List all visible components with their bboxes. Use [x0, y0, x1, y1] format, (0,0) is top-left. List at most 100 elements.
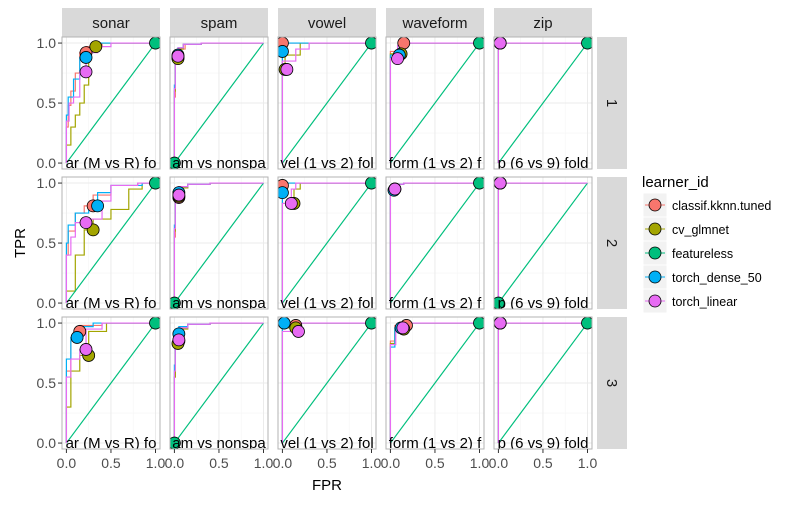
roc-curve-featureless: [281, 322, 372, 444]
panel-sonar-3: ar (M vs R) fo: [61, 316, 161, 452]
operating-point-torch_dense_50: [70, 331, 84, 344]
operating-point-torch_linear: [494, 317, 507, 330]
panel-content: form (1 vs 2) f: [389, 37, 484, 172]
operating-point-torch_linear: [396, 321, 410, 335]
panel-border: [493, 176, 593, 310]
panel-vowel-1: vel (1 vs 2) fol: [277, 36, 377, 172]
x-tick-label: 1.0: [362, 455, 382, 471]
operating-point-torch_linear: [391, 52, 404, 66]
operating-point-torch_linear: [280, 63, 294, 76]
roc-curve-featureless: [497, 42, 588, 164]
panel-text-label: ar (M vs R) fo: [66, 295, 157, 312]
roc-curve-torch_linear: [281, 182, 372, 304]
panel-waveform-1: form (1 vs 2) f: [385, 36, 485, 172]
panel-text-label: form (1 vs 2) f: [389, 295, 482, 312]
panel-waveform-3: form (1 vs 2) f: [385, 316, 485, 450]
y-tick-label: 0.5: [37, 235, 57, 251]
legend: learner_id classif.kknn.tuned cv_glmnetfea…: [642, 174, 771, 314]
x-tick-label: 0.0: [273, 455, 293, 471]
y-tick-label: 0.0: [37, 435, 57, 451]
panel-vowel-2: vel (1 vs 2) fol: [277, 176, 377, 312]
panel-text-label: vel (1 vs 2) fol: [280, 155, 373, 172]
panel-zip-3: p (6 vs 9) fold: [493, 316, 593, 452]
operating-point-featureless: [170, 296, 181, 309]
roc-curve-classif.kknn.tuned: [65, 42, 156, 164]
panel-border: [169, 36, 269, 170]
operating-point-classif.kknn.tuned: [397, 37, 411, 50]
panel-sonar-1: ar (M vs R) fo: [61, 36, 161, 172]
operating-point-torch_linear: [292, 325, 305, 338]
operating-point-torch_dense_50: [278, 317, 291, 330]
roc-curve-torch_linear: [173, 42, 264, 164]
x-tick-label: 0.5: [533, 455, 553, 471]
x-tick-label: 1.0: [254, 455, 274, 471]
panel-text-label: form (1 vs 2) f: [389, 155, 482, 172]
roc-curve-featureless: [65, 322, 156, 444]
operating-point-torch_linear: [388, 182, 402, 196]
panel-text-label: am vs nonspa: [172, 295, 266, 312]
legend-marker: [648, 198, 662, 212]
operating-point-torch_linear: [284, 197, 298, 210]
x-tick-label: 0.0: [57, 455, 77, 471]
x-tick-label: 0.0: [489, 455, 509, 471]
panel-content: ar (M vs R) fo: [65, 317, 160, 452]
panel-text-label: vel (1 vs 2) fol: [280, 295, 373, 312]
facet-label-zip: zip: [533, 15, 552, 32]
facet-label-vowel: vowel: [308, 15, 346, 32]
legend-label: featureless: [672, 247, 733, 261]
y-tick-label: 1.0: [37, 175, 57, 191]
panel-text-label: p (6 vs 9) fold: [498, 435, 589, 452]
panel-content: p (6 vs 9) fold: [494, 37, 592, 172]
operating-point-torch_linear: [494, 37, 507, 50]
legend-label: torch_linear: [672, 295, 737, 309]
x-tick-label: 0.0: [165, 455, 185, 471]
x-tick-label: 0.0: [381, 455, 401, 471]
panel-content: form (1 vs 2) f: [389, 317, 484, 449]
operating-point-torch_linear: [79, 343, 93, 356]
panel-content: vel (1 vs 2) fol: [278, 317, 376, 452]
roc-curve-featureless: [173, 322, 264, 444]
y-tick-label: 0.0: [37, 155, 57, 171]
roc-curve-featureless: [281, 182, 372, 304]
x-tick-label: 1.0: [578, 455, 598, 471]
roc-curve-featureless: [173, 182, 264, 304]
operating-point-torch_dense_50: [79, 51, 93, 64]
facet-strip-vowel: [278, 8, 376, 37]
panel-text-label: p (6 vs 9) fold: [498, 155, 589, 172]
operating-point-torch_linear: [171, 49, 185, 63]
facet-label-spam: spam: [201, 15, 238, 32]
facet-strip-zip: [494, 8, 592, 37]
y-axis-title: TPR: [12, 228, 29, 258]
facet-strip-row-1: [597, 37, 627, 169]
panel-text-label: ar (M vs R) fo: [66, 155, 157, 172]
operating-point-torch_dense_50: [278, 186, 289, 200]
panel-content: p (6 vs 9) fold: [494, 177, 589, 312]
operating-point-torch_linear: [494, 177, 507, 190]
panel-spam-2: am vs nonspa: [169, 176, 269, 312]
facet-label-sonar: sonar: [92, 15, 130, 32]
panel-content: am vs nonspa: [170, 42, 266, 172]
panel-text-label: p (6 vs 9) fold: [498, 295, 589, 312]
roc-curve-featureless: [389, 322, 480, 444]
panel-border: [493, 36, 593, 170]
panel-border: [277, 36, 377, 170]
panel-text-label: am vs nonspa: [172, 155, 266, 172]
panel-text-label: ar (M vs R) fo: [66, 435, 157, 452]
facet-label-waveform: waveform: [401, 15, 467, 32]
x-tick-label: 1.0: [146, 455, 166, 471]
panel-content: ar (M vs R) fo: [65, 37, 160, 172]
legend-title: learner_id: [642, 174, 709, 191]
panel-zip-1: p (6 vs 9) fold: [493, 36, 593, 172]
panel-content: vel (1 vs 2) fol: [278, 177, 376, 312]
facet-strip-sonar: [62, 8, 160, 37]
operating-point-torch_linear: [79, 216, 93, 230]
panel-border: [277, 176, 377, 310]
panel-text-label: vel (1 vs 2) fol: [280, 435, 373, 452]
panel-content: p (6 vs 9) fold: [494, 317, 592, 452]
panel-border: [169, 176, 269, 310]
roc-curve-featureless: [389, 42, 480, 164]
panel-content: form (1 vs 2) f: [387, 177, 484, 312]
facet-strip-spam: [170, 8, 268, 37]
roc-curve-featureless: [65, 42, 156, 164]
operating-point-featureless: [494, 296, 505, 309]
